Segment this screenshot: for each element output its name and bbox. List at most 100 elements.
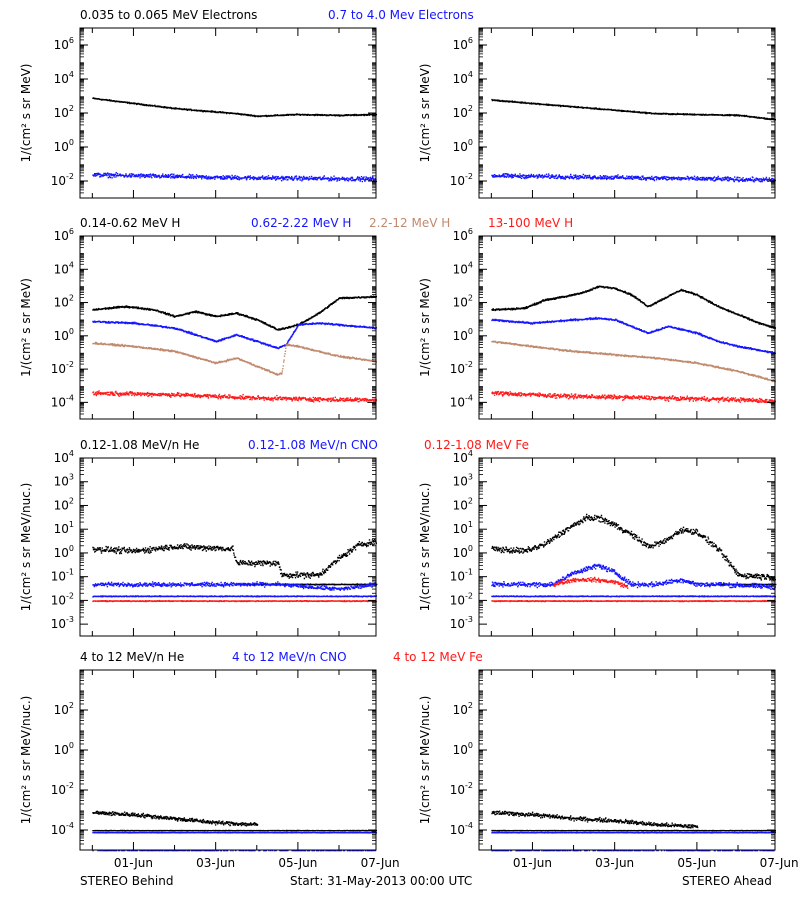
- series-points: [92, 320, 378, 350]
- y-tick-label: 102: [453, 701, 473, 717]
- series-black: [491, 285, 776, 329]
- y-tick-label: 102: [54, 104, 74, 120]
- legend-entry: 4 to 12 MeV Fe: [393, 650, 483, 664]
- legend-entry: 13-100 MeV H: [488, 216, 573, 230]
- series-points: [491, 285, 776, 329]
- series-tan: [491, 340, 776, 383]
- panel-frame: [79, 457, 377, 637]
- series-black: [92, 810, 259, 827]
- y-tick-label: 10-2: [51, 781, 74, 797]
- series-black: [491, 513, 776, 581]
- series-red: [92, 599, 378, 603]
- y-tick-label: 106: [453, 227, 473, 243]
- panel-frame: [79, 669, 377, 851]
- series-black: [491, 810, 699, 829]
- row-heavy-high: 4 to 12 MeV/n He 4 to 12 MeV/n CNO 4 to 12…: [19, 650, 799, 870]
- y-tick-label: 106: [54, 227, 74, 243]
- y-tick-label: 10-1: [450, 568, 473, 584]
- series-blue: [491, 595, 776, 598]
- series-points: [491, 563, 776, 591]
- x-tick-label: 01-Jun: [513, 856, 552, 870]
- y-tick-label: 102: [54, 496, 74, 512]
- legend-entry: 0.14-0.62 MeV H: [80, 216, 180, 230]
- series-black: [491, 829, 776, 832]
- legend-entry: 4 to 12 MeV/n He: [80, 650, 184, 664]
- y-tick-label: 10-2: [450, 591, 473, 607]
- y-tick-label: 100: [54, 327, 74, 343]
- y-tick-label: 102: [453, 496, 473, 512]
- series-points: [92, 829, 378, 832]
- y-tick-label: 102: [453, 294, 473, 310]
- legend-entry: 4 to 12 MeV/n CNO: [232, 650, 347, 664]
- y-tick-label: 10-1: [51, 568, 74, 584]
- series-points: [92, 831, 378, 834]
- series-points: [553, 576, 629, 589]
- y-tick-label: 101: [54, 520, 74, 536]
- legend-entry: 0.12-1.08 MeV Fe: [424, 438, 529, 452]
- y-tick-label: 102: [453, 104, 473, 120]
- y-tick-label: 10-2: [450, 360, 473, 376]
- y-tick-label: 102: [54, 294, 74, 310]
- panel-protons-ahead: 10-4 10-2 100 102 104 106 1/(cm² s sr MeV): [418, 227, 776, 420]
- series-points: [491, 340, 776, 383]
- series-points: [92, 599, 378, 603]
- y-tick-label: 104: [54, 260, 74, 276]
- y-tick-label: 106: [453, 36, 473, 52]
- series-red: [491, 599, 776, 603]
- series-points: [92, 172, 378, 183]
- series-points: [491, 173, 776, 183]
- series-points: [491, 595, 776, 598]
- series-points: [491, 810, 699, 829]
- row-protons: 0.14-0.62 MeV H 0.62-2.22 MeV H 2.2-12 MeV…: [19, 216, 776, 420]
- series-blue: [92, 595, 378, 598]
- y-tick-label: 10-3: [51, 615, 74, 631]
- x-tick-label: 07-Jun: [760, 856, 799, 870]
- y-tick-label: 100: [453, 138, 473, 154]
- y-tick-label: 100: [54, 741, 74, 757]
- panel-electrons-ahead: 10-2 100 102 104 106 1/(cm² s sr MeV): [418, 27, 776, 199]
- y-axis-label: 1/(cm² s sr MeV): [418, 64, 432, 163]
- y-axis-label: 1/(cm² s sr MeV): [418, 278, 432, 377]
- y-tick-label: 106: [54, 36, 74, 52]
- series-blue: [92, 172, 378, 183]
- y-tick-label: 101: [453, 520, 473, 536]
- series-points: [491, 599, 776, 603]
- y-tick-label: 10-4: [51, 821, 74, 837]
- y-tick-label: 100: [453, 741, 473, 757]
- series-points: [92, 810, 259, 827]
- y-tick-label: 10-2: [51, 591, 74, 607]
- row-heavy-low: 0.12-1.08 MeV/n He 0.12-1.08 MeV/n CNO 0.1…: [19, 438, 777, 637]
- footer-left: STEREO Behind: [80, 874, 174, 888]
- x-tick-label: 05-Jun: [278, 856, 317, 870]
- series-blue: [92, 581, 378, 591]
- series-points: [92, 341, 378, 376]
- y-axis-label: 1/(cm² s sr MeV): [19, 64, 33, 163]
- y-tick-label: 100: [54, 138, 74, 154]
- y-axis-label: 1/(cm² s sr MeV/nuc.): [418, 483, 432, 612]
- legend-entry: 2.2-12 MeV H: [369, 216, 450, 230]
- panel-frame: [478, 669, 776, 851]
- footer-center: Start: 31-May-2013 00:00 UTC: [290, 874, 472, 888]
- y-tick-label: 104: [54, 449, 74, 465]
- panel-frame: [478, 457, 776, 637]
- series-points: [92, 581, 378, 591]
- y-tick-label: 10-2: [450, 781, 473, 797]
- y-axis-label: 1/(cm² s sr MeV): [19, 278, 33, 377]
- legend-entry: 0.7 to 4.0 Mev Electrons: [328, 8, 474, 22]
- footer-right: STEREO Ahead: [682, 874, 772, 888]
- x-tick-label: 07-Jun: [361, 856, 400, 870]
- legend-entry: 0.12-1.08 MeV/n He: [80, 438, 199, 452]
- series-points: [92, 390, 378, 403]
- series-points: [491, 829, 776, 832]
- panel-electrons-behind: 10-2 100 102 104 106 1/(cm² s sr MeV): [19, 27, 378, 199]
- series-points: [491, 513, 776, 581]
- panel-heavy-low-ahead: 10-3 10-2 10-1 100 101 102 103 104 1/(cm² s sr M…: [418, 449, 777, 637]
- series-points: [92, 538, 378, 580]
- series-points: [92, 295, 378, 331]
- x-tick-label: 01-Jun: [114, 856, 153, 870]
- series-black: [92, 97, 378, 118]
- series-blue: [92, 320, 378, 350]
- panel-heavy-high-ahead: 10-4 10-2 100 102 1/(cm² s sr MeV/nuc.) 01-Ju…: [418, 669, 799, 870]
- y-axis-label: 1/(cm² s sr MeV/nuc.): [19, 696, 33, 825]
